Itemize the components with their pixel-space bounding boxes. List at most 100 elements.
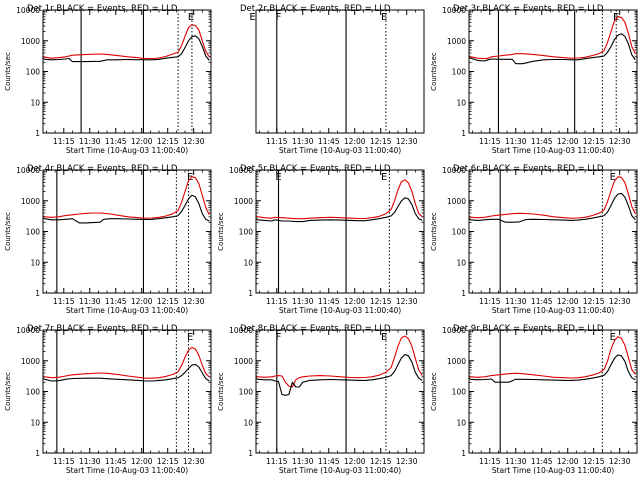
panel-title: Det 9r BLACK = Events, RED = LLD (453, 324, 604, 334)
y-tick-label: 10 (30, 98, 40, 107)
y-tick-label: 1000 (21, 37, 40, 46)
y-tick-label: 10000 (442, 326, 466, 335)
x-tick-label: 12:30 (183, 457, 205, 466)
panel-title: Det 6r BLACK = Events, RED = LLD (453, 164, 604, 174)
y-axis-label: Counts/sec (4, 212, 12, 251)
y-tick-label: 10 (456, 418, 466, 427)
y-tick-label: 10 (30, 258, 40, 267)
y-tick-label: 100 (452, 388, 467, 397)
y-tick-label: 100 (26, 228, 41, 237)
panel-4: Det 4r BLACK = Events, RED = LLD Counts/s… (4, 164, 212, 315)
panel-title: Det 2r BLACK = Events, RED = LLD (240, 4, 391, 14)
y-tick-label: 10000 (16, 166, 40, 175)
panel-title: Det 7r BLACK = Events, RED = LLD (27, 324, 178, 334)
x-tick-label: 12:00 (557, 137, 579, 146)
x-tick-label: 12:00 (557, 457, 579, 466)
x-tick-label: 11:15 (266, 297, 288, 306)
x-tick-label: 12:00 (344, 297, 366, 306)
flag-glyph: E (249, 12, 255, 23)
y-tick-label: 1 (461, 289, 466, 298)
x-tick-label: 11:45 (318, 137, 340, 146)
x-tick-label: 11:15 (53, 297, 75, 306)
y-tick-label: 1 (35, 129, 40, 138)
plot-frame (468, 9, 638, 134)
x-tick-label: 11:45 (105, 297, 127, 306)
x-axis-label: Start Time (10-Aug-03 11:00:40) (492, 146, 614, 155)
y-tick-label: 1000 (21, 197, 40, 206)
y-tick-label: 1 (461, 449, 466, 458)
flag-glyph: E (381, 332, 387, 343)
series-line-events (468, 192, 636, 223)
flag-glyph: E (381, 12, 387, 23)
flag-glyph: E (187, 172, 193, 183)
series-line-lld (255, 179, 423, 220)
x-tick-label: 12:30 (396, 457, 418, 466)
plot-frame (42, 169, 212, 294)
flag-glyph: E (610, 332, 616, 343)
y-axis-label: Counts/sec (430, 52, 438, 91)
y-tick-label: 10000 (229, 166, 253, 175)
y-tick-label: 1000 (447, 197, 466, 206)
series-line-events (42, 35, 210, 63)
flag-glyph: E (275, 172, 281, 183)
x-tick-label: 12:15 (157, 137, 179, 146)
plot-frame (255, 9, 425, 134)
y-axis-label: Counts/sec (430, 212, 438, 251)
y-tick-label: 10000 (229, 326, 253, 335)
series-line-events (42, 194, 210, 224)
panel-title: Det 8r BLACK = Events, RED = LLD (240, 324, 391, 334)
y-axis-label: Counts/sec (430, 372, 438, 411)
y-tick-label: 10000 (16, 326, 40, 335)
plot-frame (468, 169, 638, 294)
flag-glyph: E (187, 332, 193, 343)
x-tick-label: 12:00 (344, 137, 366, 146)
series-line-lld (468, 336, 636, 379)
panel-title: Det 5r BLACK = Events, RED = LLD (240, 164, 391, 174)
series-line-events (468, 33, 636, 65)
flag-glyph: E (613, 12, 619, 23)
x-tick-label: 11:30 (292, 297, 314, 306)
y-axis-label: Counts/sec (217, 212, 225, 251)
y-tick-label: 10 (456, 258, 466, 267)
y-tick-label: 10000 (16, 6, 40, 15)
y-tick-label: 1 (248, 449, 253, 458)
y-tick-label: 1000 (447, 357, 466, 366)
y-axis-label: Counts/sec (4, 52, 12, 91)
panel-6: Det 6r BLACK = Events, RED = LLD Counts/s… (430, 164, 638, 315)
x-tick-label: 12:15 (370, 457, 392, 466)
x-tick-label: 11:45 (531, 137, 553, 146)
x-tick-label: 11:30 (505, 137, 527, 146)
x-axis-label: Start Time (10-Aug-03 11:00:40) (279, 466, 401, 475)
x-tick-label: 11:15 (266, 457, 288, 466)
x-tick-label: 12:15 (583, 137, 605, 146)
x-tick-label: 12:30 (183, 137, 205, 146)
x-tick-label: 11:15 (479, 137, 501, 146)
series-line-lld (468, 16, 636, 60)
x-tick-label: 12:15 (370, 137, 392, 146)
panel-title: Det 1r BLACK = Events, RED = LLD (27, 4, 178, 14)
x-tick-label: 12:00 (344, 457, 366, 466)
y-tick-label: 1000 (21, 357, 40, 366)
plot-frame (468, 329, 638, 454)
x-tick-label: 12:00 (131, 297, 153, 306)
x-tick-label: 12:30 (183, 297, 205, 306)
y-tick-label: 1 (35, 449, 40, 458)
series-line-lld (42, 346, 210, 379)
x-axis-label: Start Time (10-Aug-03 11:00:40) (66, 306, 188, 315)
y-tick-label: 10000 (442, 6, 466, 15)
series-line-events (42, 363, 210, 382)
y-tick-label: 1000 (234, 197, 253, 206)
y-tick-label: 100 (452, 228, 467, 237)
x-tick-label: 12:15 (583, 457, 605, 466)
flag-glyph: E (188, 12, 194, 23)
y-tick-label: 100 (452, 68, 467, 77)
panel-5: Det 5r BLACK = Events, RED = LLD Counts/s… (217, 164, 425, 315)
x-tick-label: 12:30 (609, 457, 631, 466)
y-axis-label: Counts/sec (217, 372, 225, 411)
panel-9: Det 9r BLACK = Events, RED = LLD Counts/s… (430, 324, 638, 475)
plot-frame (42, 329, 212, 454)
y-tick-label: 10 (456, 98, 466, 107)
panel-3: Det 3r BLACK = Events, RED = LLD Counts/s… (430, 4, 638, 155)
x-tick-label: 11:45 (105, 457, 127, 466)
x-tick-label: 12:30 (396, 297, 418, 306)
